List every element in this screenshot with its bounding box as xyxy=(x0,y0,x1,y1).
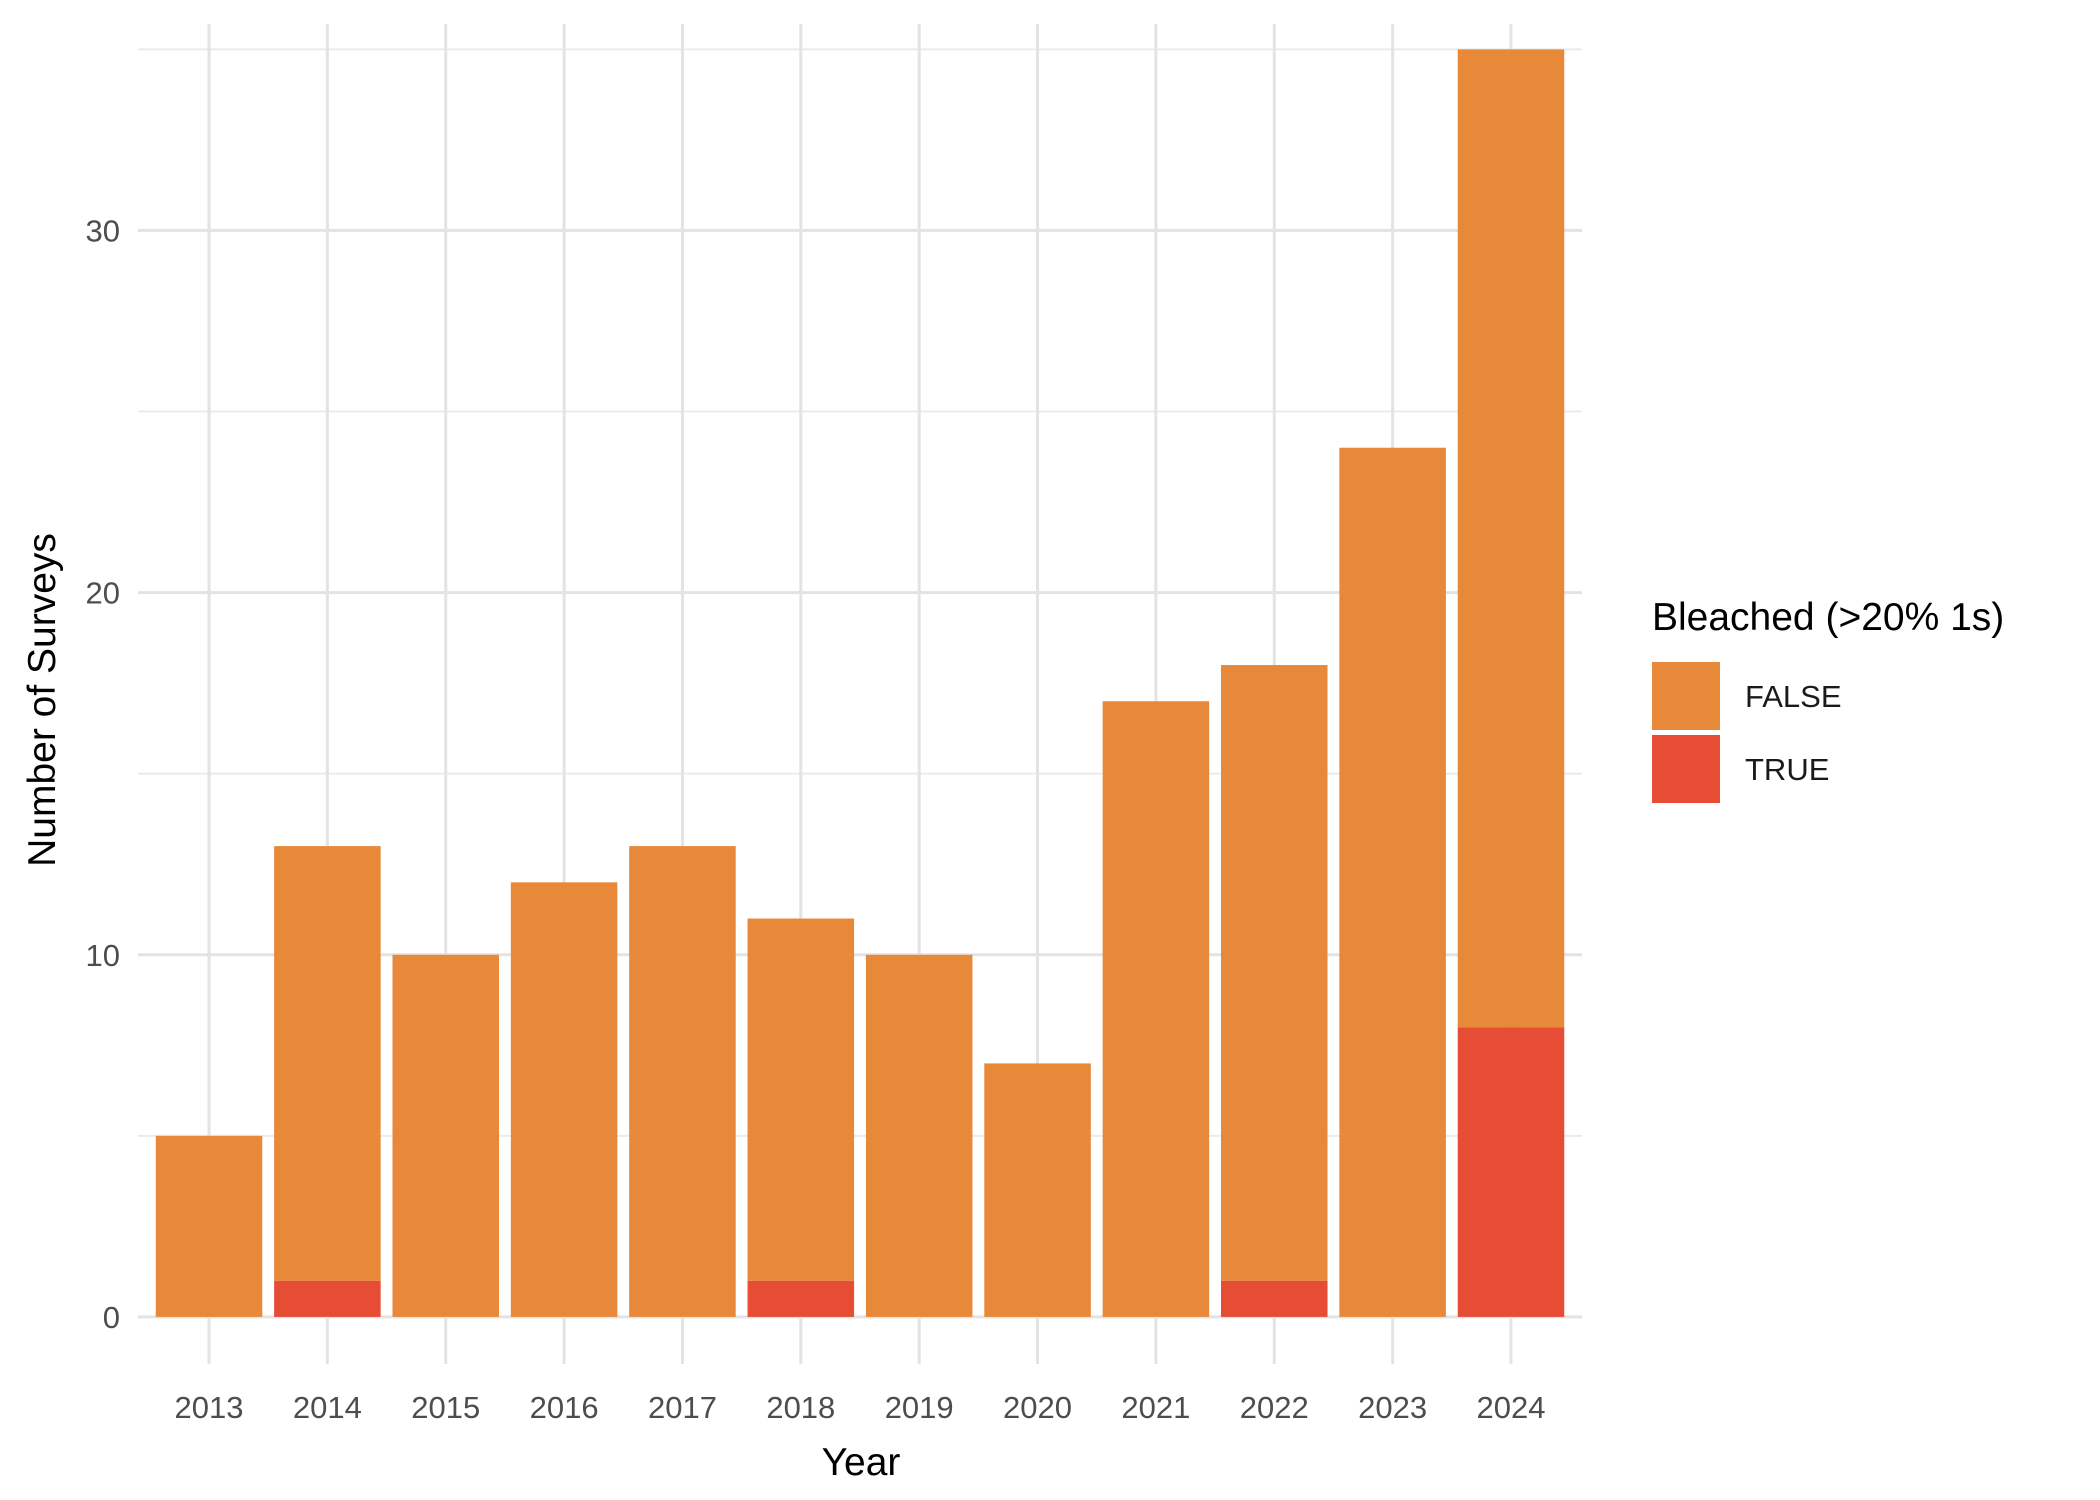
x-tick-label: 2021 xyxy=(1121,1390,1190,1425)
bar-2023-false xyxy=(1339,447,1446,1317)
legend-label-true: TRUE xyxy=(1745,752,1829,787)
x-axis-title: Year xyxy=(822,1441,901,1484)
bar-2024-false xyxy=(1457,49,1565,1028)
bar-2024-true xyxy=(1457,1027,1565,1317)
y-axis-ticks: 0 10 20 30 xyxy=(86,213,120,1334)
bar-2017-false xyxy=(629,846,736,1317)
legend-key-false xyxy=(1652,662,1720,730)
x-tick-label: 2024 xyxy=(1476,1390,1545,1425)
x-tick-label: 2017 xyxy=(648,1390,717,1425)
x-tick-label: 2018 xyxy=(766,1390,835,1425)
bar-2015-false xyxy=(392,954,499,1317)
y-tick-label: 30 xyxy=(86,213,120,248)
y-tick-label: 20 xyxy=(86,576,120,611)
legend: Bleached (>20% 1s) FALSE TRUE xyxy=(1652,596,2004,803)
legend-key-true xyxy=(1652,735,1720,803)
bar-2020-false xyxy=(984,1063,1091,1317)
y-axis-title: Number of Surveys xyxy=(21,533,64,867)
bar-2016-false xyxy=(510,882,618,1317)
bar-2022-false xyxy=(1221,665,1328,1281)
legend-title: Bleached (>20% 1s) xyxy=(1652,596,2004,639)
bar-2014-true xyxy=(274,1280,381,1317)
bar-2013-false xyxy=(155,1135,263,1317)
x-tick-label: 2016 xyxy=(530,1390,599,1425)
bar-2018-false xyxy=(747,918,855,1281)
x-tick-label: 2015 xyxy=(411,1390,480,1425)
x-tick-label: 2013 xyxy=(175,1390,244,1425)
x-tick-label: 2019 xyxy=(885,1390,954,1425)
bar-2018-true xyxy=(747,1280,855,1317)
x-tick-label: 2023 xyxy=(1358,1390,1427,1425)
bar-2021-false xyxy=(1102,701,1210,1317)
y-tick-label: 0 xyxy=(103,1300,120,1335)
bar-2022-true xyxy=(1221,1280,1328,1317)
bar-2019-false xyxy=(865,954,973,1317)
bars xyxy=(155,49,1565,1317)
x-axis-ticks: 2013 2014 2015 2016 2017 2018 2019 2020 2021 2022… xyxy=(175,1390,1546,1425)
x-tick-label: 2022 xyxy=(1240,1390,1309,1425)
y-tick-label: 10 xyxy=(86,938,120,973)
x-tick-label: 2020 xyxy=(1003,1390,1072,1425)
x-tick-label: 2014 xyxy=(293,1390,362,1425)
legend-label-false: FALSE xyxy=(1745,679,1842,714)
bar-2014-false xyxy=(274,846,381,1281)
